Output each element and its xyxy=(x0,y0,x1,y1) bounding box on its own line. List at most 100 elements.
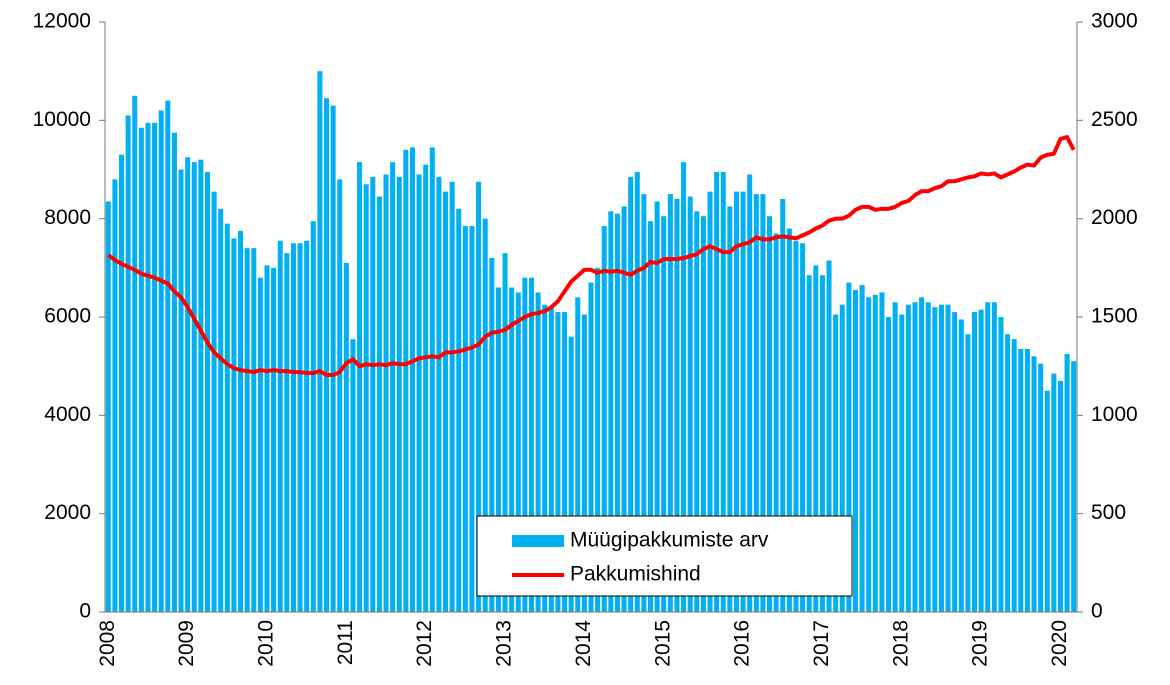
bar xyxy=(773,233,779,612)
bar xyxy=(727,206,733,612)
bar xyxy=(714,171,720,613)
bar xyxy=(231,238,237,613)
x-tick-label: 2010 xyxy=(255,620,278,667)
bar xyxy=(436,176,442,612)
bar xyxy=(1011,339,1017,612)
bar xyxy=(919,297,925,612)
y2-tick-label: 0 xyxy=(1091,600,1103,623)
bar xyxy=(456,208,462,613)
bar xyxy=(687,196,693,612)
bar xyxy=(971,312,978,612)
y2-tick-label: 500 xyxy=(1091,501,1126,524)
bar xyxy=(1044,390,1050,612)
bar xyxy=(760,194,766,613)
bar xyxy=(614,213,620,612)
x-tick-label: 2014 xyxy=(572,620,595,667)
line xyxy=(107,135,1076,378)
bar xyxy=(125,115,131,613)
legend-box xyxy=(476,515,853,597)
legend-swatch xyxy=(512,535,564,547)
bar xyxy=(185,157,191,613)
bar xyxy=(224,223,230,613)
bar xyxy=(694,211,700,612)
bar xyxy=(647,221,654,612)
bar xyxy=(119,154,125,612)
y2-tick-label: 1000 xyxy=(1091,403,1138,426)
bar xyxy=(304,240,310,612)
y2-tick-label: 1500 xyxy=(1091,305,1138,328)
bar xyxy=(112,179,118,613)
x-tick-label: 2015 xyxy=(651,620,674,667)
y-tick-label: 8000 xyxy=(44,206,91,229)
bar xyxy=(1064,353,1070,612)
bar xyxy=(945,304,951,612)
bar xyxy=(238,230,244,613)
bar xyxy=(370,176,376,612)
bar xyxy=(813,265,819,612)
bar xyxy=(905,304,911,612)
x-tick-label: 2008 xyxy=(96,620,119,667)
bar xyxy=(383,174,389,612)
bar xyxy=(733,191,739,612)
bar xyxy=(363,184,369,612)
bar xyxy=(581,314,587,612)
bar xyxy=(595,267,601,612)
bar xyxy=(390,162,396,612)
y2-tick-label: 3000 xyxy=(1091,10,1138,33)
bar xyxy=(833,314,839,612)
bar xyxy=(423,164,429,613)
bar xyxy=(297,243,303,612)
bar xyxy=(145,122,151,613)
bar xyxy=(839,304,845,612)
bar xyxy=(588,282,594,612)
bar xyxy=(753,194,759,613)
bar xyxy=(165,100,171,613)
bar xyxy=(548,307,554,612)
bar xyxy=(277,240,283,612)
bar xyxy=(667,194,673,613)
bar xyxy=(449,181,455,612)
bar xyxy=(330,105,336,612)
bar xyxy=(793,240,799,612)
bar xyxy=(681,162,687,612)
bar xyxy=(575,297,581,612)
bar xyxy=(872,294,878,612)
y-tick-label: 2000 xyxy=(44,501,91,524)
bar xyxy=(747,174,753,612)
bar xyxy=(601,226,607,612)
legend-label: Müügipakkumiste arv xyxy=(570,529,769,552)
bar xyxy=(965,334,971,612)
y-tick-label: 10000 xyxy=(33,108,91,131)
bar xyxy=(105,201,111,613)
bar xyxy=(343,262,349,612)
y-tick-label: 0 xyxy=(79,600,91,623)
bar xyxy=(310,221,316,612)
bar xyxy=(409,147,415,612)
bar xyxy=(998,317,1004,612)
bar xyxy=(925,302,931,612)
bar xyxy=(376,196,382,612)
bar xyxy=(621,206,627,612)
bar xyxy=(555,312,561,612)
legend: Müügipakkumiste arv Pakkumishind xyxy=(476,515,853,597)
bar xyxy=(218,208,224,613)
bar xyxy=(158,110,164,612)
bar xyxy=(350,339,356,612)
bar xyxy=(251,248,257,612)
bar xyxy=(866,297,872,612)
bar xyxy=(522,277,528,612)
bar xyxy=(634,171,640,613)
bar xyxy=(608,211,614,612)
bar xyxy=(700,216,706,613)
bar xyxy=(178,169,184,612)
bar xyxy=(674,199,680,612)
bar xyxy=(337,179,343,613)
bar xyxy=(952,312,958,612)
bar xyxy=(403,149,409,613)
bar xyxy=(568,336,574,612)
x-tick-label: 2019 xyxy=(969,620,992,667)
bar xyxy=(535,292,541,612)
bar xyxy=(1057,380,1063,612)
bar xyxy=(654,201,660,613)
